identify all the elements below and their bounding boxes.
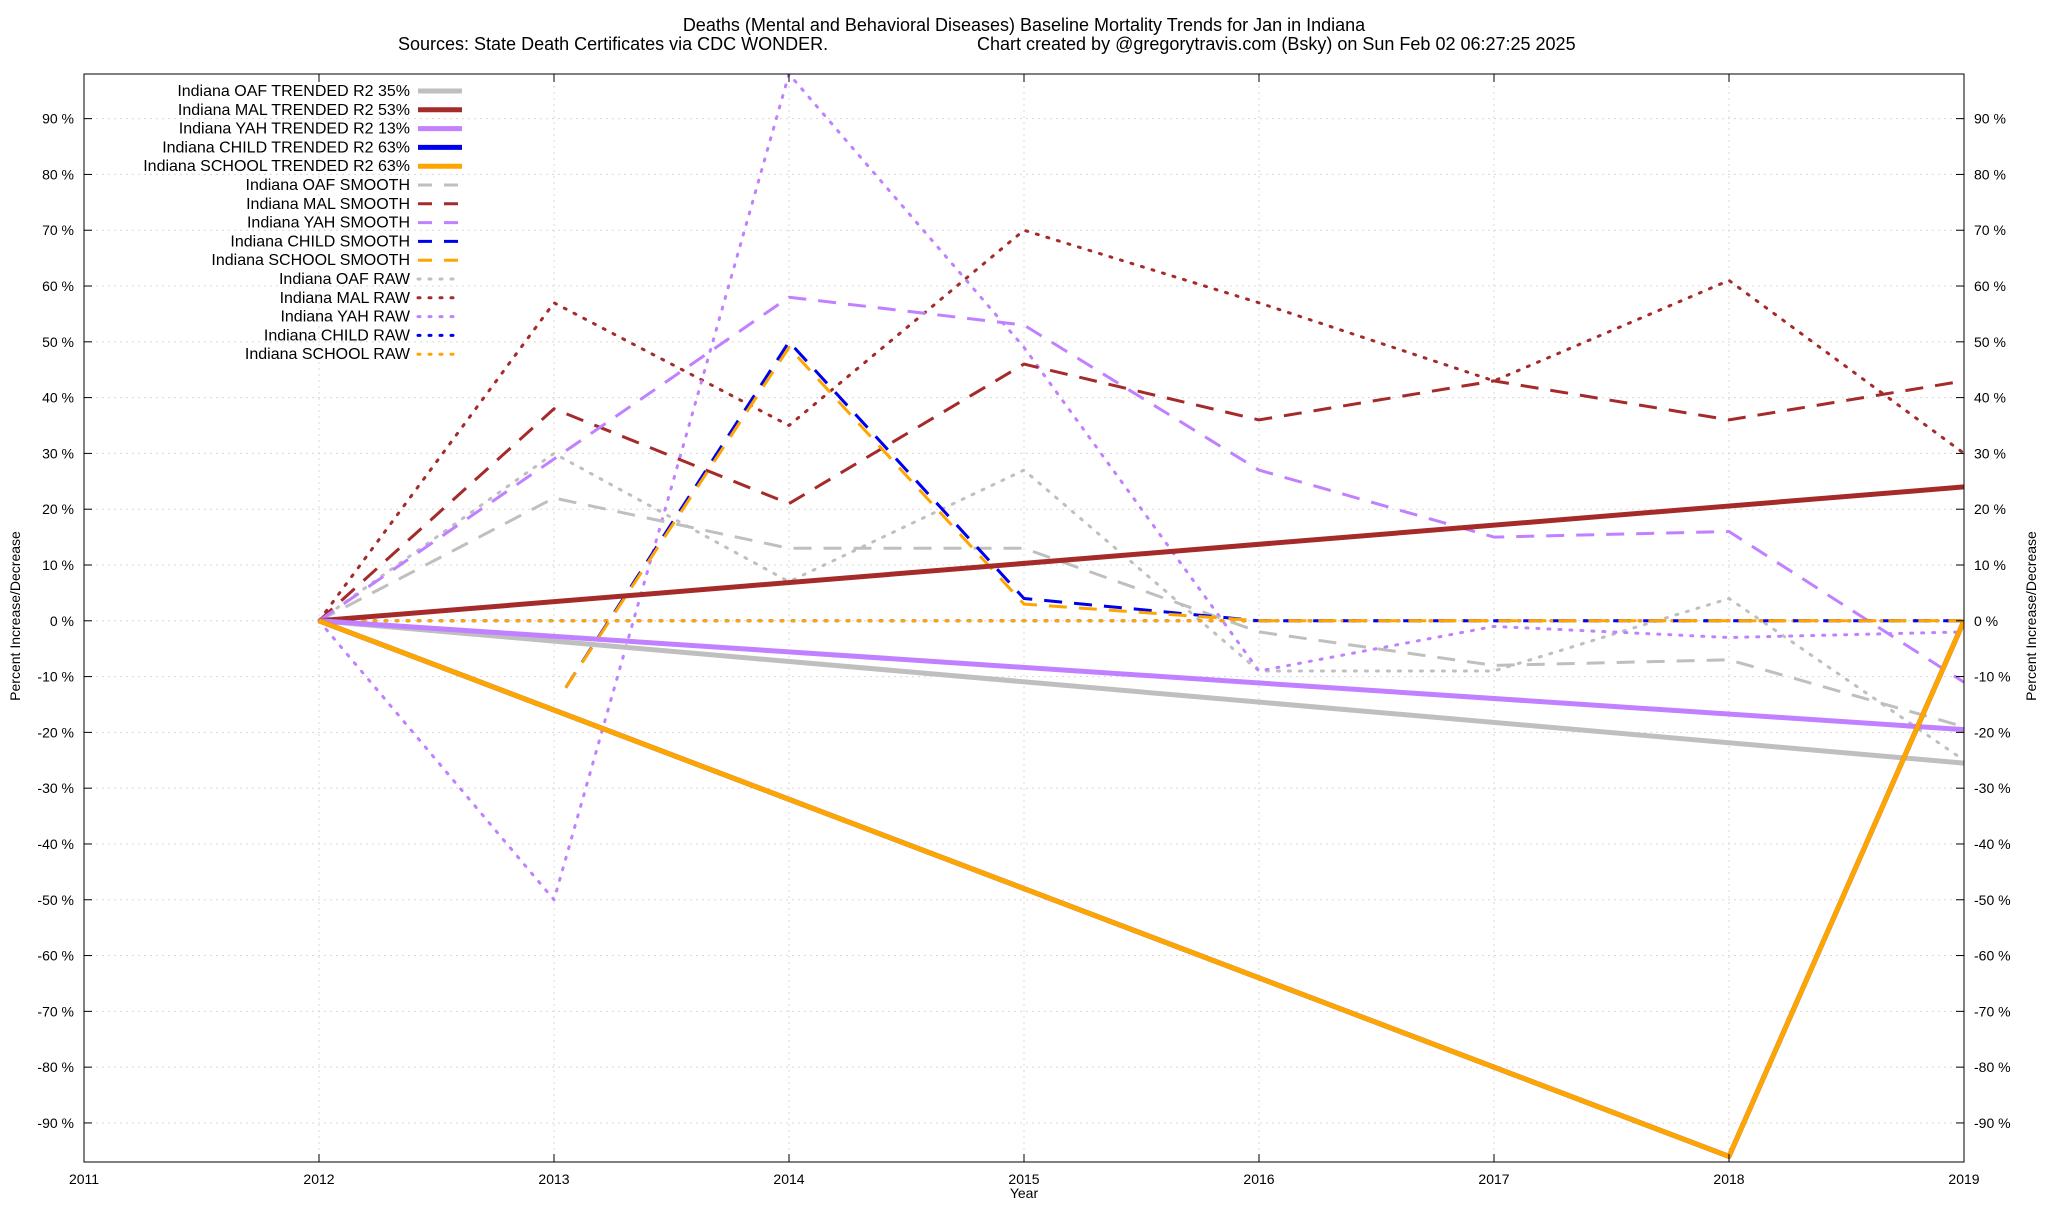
- legend: Indiana OAF TRENDED R2 35% Indiana MAL TR…: [143, 83, 464, 363]
- series-line-5: [318, 496, 1964, 729]
- legend-label: Indiana SCHOOL RAW: [245, 346, 411, 363]
- y-tick-label-right: -10 %: [1974, 669, 2011, 685]
- x-tick-label: 2014: [773, 1171, 804, 1187]
- y-tick-label-right: 30 %: [1974, 445, 2006, 461]
- series-line-0: [318, 618, 1964, 766]
- y-tick-label-right: 10 %: [1974, 557, 2006, 573]
- y-tick-label-left: 50 %: [42, 334, 74, 350]
- axes: 2011 2012 2013 2014 2015 2016 2017 2018 2019 90 %…: [37, 73, 2011, 1187]
- chart-title: Deaths (Mental and Behavioral Diseases) …: [683, 15, 1366, 35]
- y-tick-label-right: 60 %: [1974, 278, 2006, 294]
- y-tick-label-left: -60 %: [37, 948, 74, 964]
- series-line-2: [318, 618, 1964, 733]
- y-tick-label-left: 60 %: [42, 278, 74, 294]
- y-tick-label-left: 0 %: [50, 613, 74, 629]
- y-tick-label-left: -80 %: [37, 1059, 74, 1075]
- legend-label: Indiana MAL SMOOTH: [246, 196, 410, 213]
- y-tick-label-right: 0 %: [1974, 613, 1998, 629]
- x-tick-label: 2013: [538, 1171, 569, 1187]
- series-line-11: [317, 228, 1964, 623]
- y-tick-label-left: 80 %: [42, 166, 74, 182]
- chart-subtitle-right: Chart created by @gregorytravis.com (Bsk…: [977, 34, 1576, 54]
- y-tick-label-left: 10 %: [42, 557, 74, 573]
- y-tick-label-left: 70 %: [42, 222, 74, 238]
- legend-label: Indiana MAL TRENDED R2 53%: [178, 102, 410, 119]
- x-axis-label: Year: [1010, 1185, 1039, 1200]
- legend-label: Indiana CHILD RAW: [264, 327, 411, 344]
- series-line-10: [317, 451, 1964, 762]
- x-tick-label: 2011: [69, 1171, 99, 1187]
- x-tick-label: 2019: [1948, 1171, 1979, 1187]
- series-line-12: [317, 74, 1964, 902]
- legend-label: Indiana SCHOOL SMOOTH: [211, 252, 410, 269]
- y-tick-label-right: 40 %: [1974, 390, 2006, 406]
- y-tick-label-left: -30 %: [37, 780, 74, 796]
- series-line-9: [564, 345, 1964, 689]
- series-layer: [317, 74, 1964, 1159]
- y-tick-label-right: 70 %: [1974, 222, 2006, 238]
- x-tick-label: 2018: [1713, 1171, 1744, 1187]
- y-tick-label-right: -90 %: [1974, 1115, 2011, 1131]
- series-line-6: [317, 362, 1964, 622]
- y-tick-label-right: 90 %: [1974, 111, 2006, 127]
- y-axis-label-left: Percent Increase/Decrease: [7, 531, 23, 701]
- x-tick-label: 2016: [1243, 1171, 1274, 1187]
- legend-label: Indiana CHILD SMOOTH: [230, 233, 410, 250]
- legend-label: Indiana OAF RAW: [279, 271, 411, 288]
- y-tick-label-right: -30 %: [1974, 780, 2011, 796]
- series-line-7: [318, 295, 1964, 684]
- legend-label: Indiana YAH TRENDED R2 13%: [179, 121, 410, 138]
- legend-label: Indiana CHILD TRENDED R2 63%: [162, 139, 410, 156]
- y-tick-label-left: 20 %: [42, 501, 74, 517]
- y-tick-label-right: -80 %: [1974, 1059, 2011, 1075]
- legend-label: Indiana OAF TRENDED R2 35%: [177, 83, 410, 100]
- y-tick-label-left: -10 %: [37, 669, 74, 685]
- series-line-1: [318, 484, 1964, 624]
- legend-label: Indiana YAH RAW: [280, 309, 410, 326]
- y-axis-label-right: Percent Increase/Decrease: [2023, 531, 2039, 701]
- y-tick-label-right: 20 %: [1974, 501, 2006, 517]
- y-tick-label-left: -70 %: [37, 1003, 74, 1019]
- y-tick-label-left: 90 %: [42, 111, 74, 127]
- y-tick-label-right: -60 %: [1974, 948, 2011, 964]
- y-tick-label-left: -20 %: [37, 724, 74, 740]
- legend-label: Indiana MAL RAW: [280, 290, 411, 307]
- chart-subtitle-left: Sources: State Death Certificates via CD…: [398, 34, 828, 54]
- y-tick-label-right: -20 %: [1974, 724, 2011, 740]
- y-tick-label-right: 50 %: [1974, 334, 2006, 350]
- legend-label: Indiana SCHOOL TRENDED R2 63%: [143, 158, 410, 175]
- y-tick-label-right: 80 %: [1974, 166, 2006, 182]
- y-tick-label-right: -50 %: [1974, 892, 2011, 908]
- grid: [83, 74, 1965, 1162]
- x-tick-label: 2015: [1008, 1171, 1039, 1187]
- legend-label: Indiana YAH SMOOTH: [247, 215, 410, 232]
- x-tick-label: 2017: [1478, 1171, 1509, 1187]
- y-tick-label-right: -70 %: [1974, 1003, 2011, 1019]
- y-tick-label-left: -50 %: [37, 892, 74, 908]
- y-tick-label-left: -40 %: [37, 836, 74, 852]
- legend-label: Indiana OAF SMOOTH: [246, 177, 411, 194]
- y-tick-label-left: 30 %: [42, 445, 74, 461]
- y-tick-label-left: 40 %: [42, 390, 74, 406]
- y-tick-label-right: -40 %: [1974, 836, 2011, 852]
- x-tick-label: 2012: [303, 1171, 334, 1187]
- y-tick-label-left: -90 %: [37, 1115, 74, 1131]
